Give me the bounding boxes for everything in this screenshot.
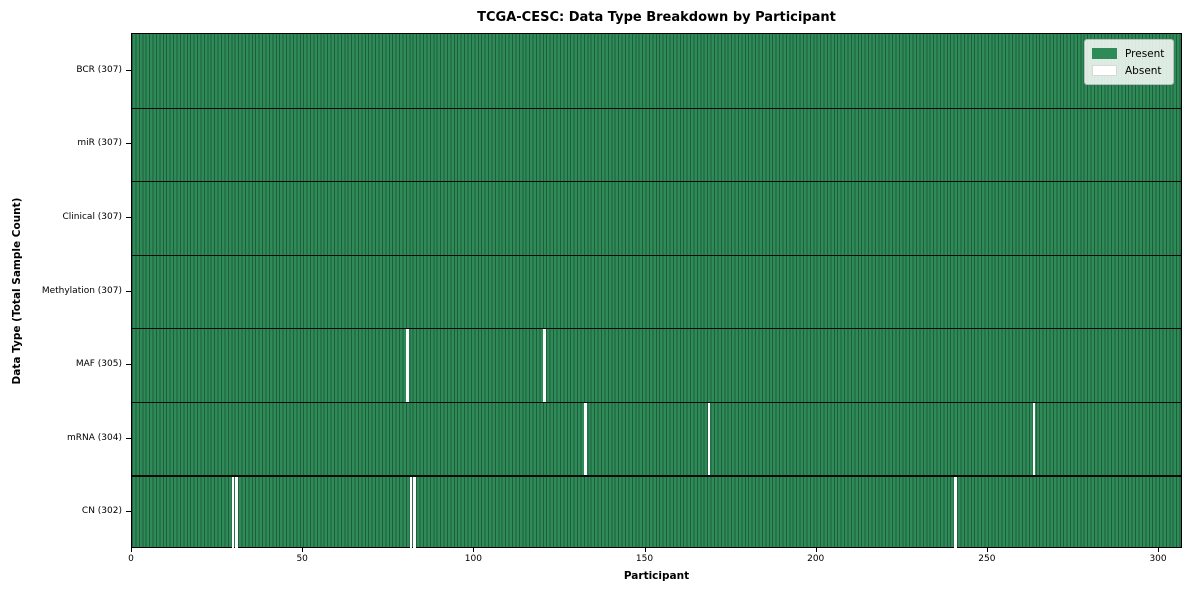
x-tick-mark <box>131 548 132 552</box>
row-divider <box>132 475 1181 477</box>
x-tick-label-50: 50 <box>296 554 308 564</box>
legend-entry-present: Present <box>1092 45 1166 62</box>
x-tick-label-300: 300 <box>1149 554 1167 564</box>
y-tick-mark <box>126 69 131 71</box>
y-tick-mark <box>126 290 131 292</box>
absent-cell-CN-82 <box>413 475 416 549</box>
absent-cell-mRNA-132 <box>584 401 587 476</box>
x-tick-label-250: 250 <box>978 554 996 564</box>
y-tick-label-Methylation: Methylation (307) <box>41 285 122 296</box>
y-tick-mark <box>126 364 131 366</box>
x-tick-mark <box>644 548 646 552</box>
x-tick-mark <box>473 548 475 552</box>
absent-cell-MAF-120 <box>543 328 546 402</box>
row-divider <box>132 401 1181 404</box>
y-tick-mark <box>126 143 131 145</box>
absent-cell-CN-81 <box>409 475 413 549</box>
y-tick-mark <box>126 437 131 439</box>
absent-cell-mRNA-263 <box>1032 401 1036 476</box>
row-divider <box>132 107 1181 109</box>
x-tick-label-100: 100 <box>464 554 482 564</box>
y-tick-mark <box>126 511 131 513</box>
x-tick-mark <box>1158 548 1160 552</box>
legend: Present Absent <box>1084 39 1174 85</box>
absent-cell-mRNA-168 <box>707 401 711 476</box>
y-tick-label-MAF: MAF (305) <box>75 359 122 370</box>
absent-cell-MAF-80 <box>406 328 409 402</box>
plot-area: Present Absent <box>131 33 1182 549</box>
x-axis-label: Participant <box>623 570 690 582</box>
x-tick-label-200: 200 <box>807 554 825 564</box>
y-tick-mark <box>126 216 131 218</box>
absent-cell-CN-240 <box>954 475 957 549</box>
x-tick-label-150: 150 <box>635 554 654 564</box>
x-tick-mark <box>302 548 304 552</box>
legend-label-present: Present <box>1125 47 1165 60</box>
row-divider <box>132 254 1181 256</box>
absent-swatch-icon <box>1092 65 1117 76</box>
y-tick-label-CN: CN (302) <box>81 506 122 517</box>
row-divider <box>132 181 1181 183</box>
y-tick-label-mRNA: mRNA (304) <box>67 432 122 443</box>
y-tick-label-Clinical: Clinical (307) <box>62 211 122 222</box>
y-tick-label-miR: miR (307) <box>77 138 122 149</box>
absent-cell-CN-29 <box>231 475 235 549</box>
x-tick-label-0: 0 <box>128 554 134 564</box>
legend-entry-absent: Absent <box>1092 62 1166 79</box>
x-tick-mark <box>815 548 817 552</box>
row-divider <box>132 328 1181 330</box>
present-swatch-icon <box>1092 48 1117 59</box>
chart-title: TCGA-CESC: Data Type Breakdown by Partic… <box>477 10 836 25</box>
y-tick-label-BCR: BCR (307) <box>76 64 122 75</box>
legend-label-absent: Absent <box>1125 64 1162 77</box>
absent-cell-CN-30 <box>235 475 238 549</box>
x-tick-mark <box>986 548 988 552</box>
